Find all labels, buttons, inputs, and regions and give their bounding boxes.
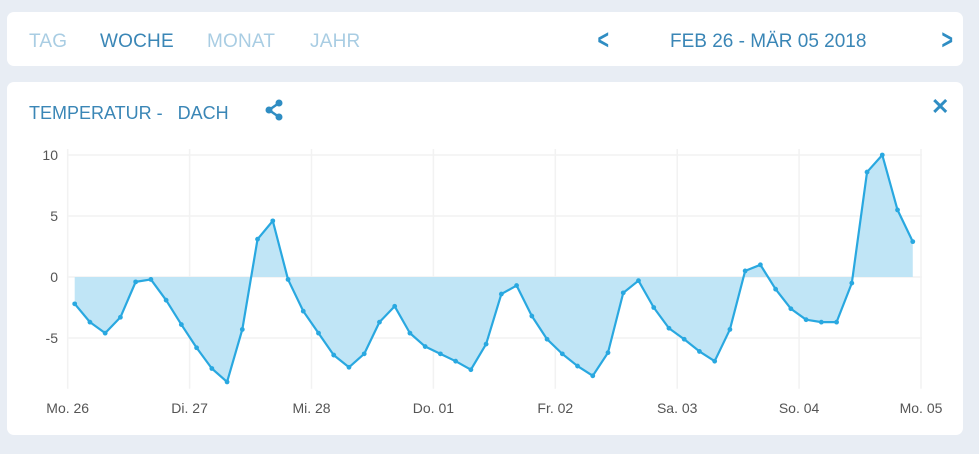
area-fill — [74, 155, 913, 382]
data-point — [148, 277, 154, 282]
data-point — [544, 336, 550, 342]
data-point — [498, 291, 504, 297]
data-point — [102, 330, 108, 336]
x-tick-label: Mo. 05 — [900, 400, 943, 416]
data-point — [422, 344, 428, 349]
x-tick-label: So. 04 — [779, 400, 820, 416]
y-tick-label: 0 — [50, 269, 58, 285]
data-point — [727, 327, 733, 332]
data-point — [651, 305, 657, 310]
data-point — [590, 373, 596, 379]
x-tick-label: Fr. 02 — [537, 400, 573, 416]
chart-panel: TEMPERATUR - DACH ✕ — [7, 82, 963, 435]
data-point — [346, 364, 352, 370]
data-point — [636, 278, 641, 284]
data-point — [818, 319, 824, 325]
data-point — [834, 319, 839, 325]
tab-monat[interactable]: MONAT — [207, 31, 276, 52]
data-point — [895, 207, 900, 213]
close-icon[interactable]: ✕ — [931, 94, 950, 119]
data-point — [514, 283, 519, 288]
data-point — [224, 379, 230, 385]
chevron-left-icon[interactable]: < — [597, 24, 609, 55]
x-tick-label: Mi. 28 — [292, 400, 330, 416]
data-point — [194, 345, 200, 351]
tab-tag[interactable]: TAG — [29, 31, 68, 52]
data-point — [87, 319, 93, 325]
data-point — [559, 351, 565, 357]
data-point — [742, 268, 748, 274]
data-point — [620, 290, 626, 296]
data-point — [377, 319, 382, 325]
data-point — [453, 358, 459, 364]
data-point — [803, 317, 809, 323]
y-tick-label: -5 — [46, 330, 59, 346]
chevron-right-icon[interactable]: > — [941, 24, 953, 55]
data-point — [316, 330, 321, 336]
tab-woche[interactable]: WOCHE — [100, 31, 174, 52]
data-point — [407, 330, 413, 336]
data-point — [163, 297, 169, 303]
x-tick-label: Mo. 26 — [46, 400, 89, 416]
data-point — [331, 352, 337, 358]
data-point — [910, 239, 916, 245]
data-point — [529, 313, 535, 319]
data-point — [270, 218, 276, 224]
data-point — [849, 280, 855, 286]
x-tick-label: Sa. 03 — [657, 400, 698, 416]
data-point — [575, 363, 580, 369]
data-point — [712, 358, 718, 364]
data-point — [392, 303, 398, 309]
temperature-chart: 10 5 0 -5 Mo. 26 Di. 27 Mi. 28 Do. 01 Fr. 02 Sa. … — [42, 147, 943, 416]
data-point — [133, 279, 139, 285]
data-point — [178, 322, 184, 327]
data-point — [72, 301, 78, 307]
tab-jahr[interactable]: JAHR — [310, 31, 361, 52]
y-tick-label: 10 — [42, 147, 58, 163]
data-point — [666, 325, 672, 331]
data-point — [483, 341, 489, 347]
y-tick-label: 5 — [50, 208, 58, 224]
data-point — [864, 169, 870, 175]
data-point — [681, 336, 687, 342]
data-point — [285, 277, 291, 282]
data-point — [697, 349, 702, 354]
data-point — [879, 152, 885, 158]
data-point — [118, 314, 123, 320]
data-point — [438, 351, 443, 357]
data-point — [773, 286, 779, 292]
data-point — [468, 367, 474, 373]
chart-title: TEMPERATUR - DACH — [29, 103, 229, 123]
data-point — [361, 351, 367, 357]
data-point — [605, 350, 611, 356]
series-line — [73, 153, 914, 384]
data-point — [757, 262, 763, 268]
x-tick-label: Di. 27 — [171, 400, 208, 416]
period-bar: TAG WOCHE MONAT JAHR < FEB 26 - MÄR 05 2… — [7, 12, 963, 66]
data-point — [239, 327, 245, 332]
data-point — [255, 236, 260, 242]
date-range: FEB 26 - MÄR 05 2018 — [670, 31, 867, 52]
x-tick-label: Do. 01 — [413, 400, 454, 416]
data-point — [788, 306, 794, 312]
share-icon[interactable] — [264, 98, 284, 122]
data-point — [300, 308, 306, 314]
data-point — [209, 366, 215, 371]
